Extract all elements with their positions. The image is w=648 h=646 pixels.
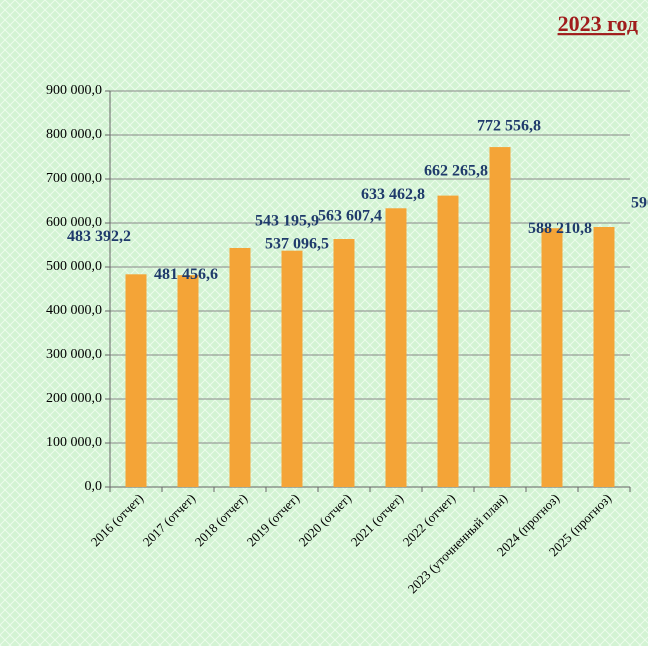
bar xyxy=(489,147,511,487)
y-tick-label: 900 000,0 xyxy=(46,83,102,98)
y-tick-label: 600 000,0 xyxy=(46,215,102,230)
bar xyxy=(385,208,407,487)
value-label: 772 556,8 xyxy=(477,118,541,135)
value-label: 590 898,5 xyxy=(631,195,648,212)
y-tick-label: 0,0 xyxy=(85,479,103,494)
value-label: 563 607,4 xyxy=(318,208,382,225)
value-label: 537 096,5 xyxy=(265,235,329,252)
value-label: 662 265,8 xyxy=(424,162,488,179)
bar xyxy=(177,275,199,487)
y-tick-label: 100 000,0 xyxy=(46,435,102,450)
bar xyxy=(333,239,355,487)
bar xyxy=(437,195,459,488)
y-tick-label: 700 000,0 xyxy=(46,171,102,186)
value-label: 481 456,6 xyxy=(154,266,218,283)
bar xyxy=(593,227,615,488)
value-label: 588 210,8 xyxy=(528,220,592,237)
y-tick-label: 400 000,0 xyxy=(46,303,102,318)
bar xyxy=(281,250,303,487)
value-label: 543 195,9 xyxy=(255,213,319,230)
chart-title: 2023 год xyxy=(558,11,638,36)
y-tick-label: 800 000,0 xyxy=(46,127,102,142)
y-tick-label: 500 000,0 xyxy=(46,259,102,274)
bar xyxy=(125,274,147,487)
bar xyxy=(541,228,563,487)
value-label: 633 462,8 xyxy=(361,186,425,203)
bar xyxy=(229,247,251,487)
y-tick-label: 300 000,0 xyxy=(46,347,102,362)
value-label: 483 392,2 xyxy=(67,228,131,245)
y-tick-label: 200 000,0 xyxy=(46,391,102,406)
